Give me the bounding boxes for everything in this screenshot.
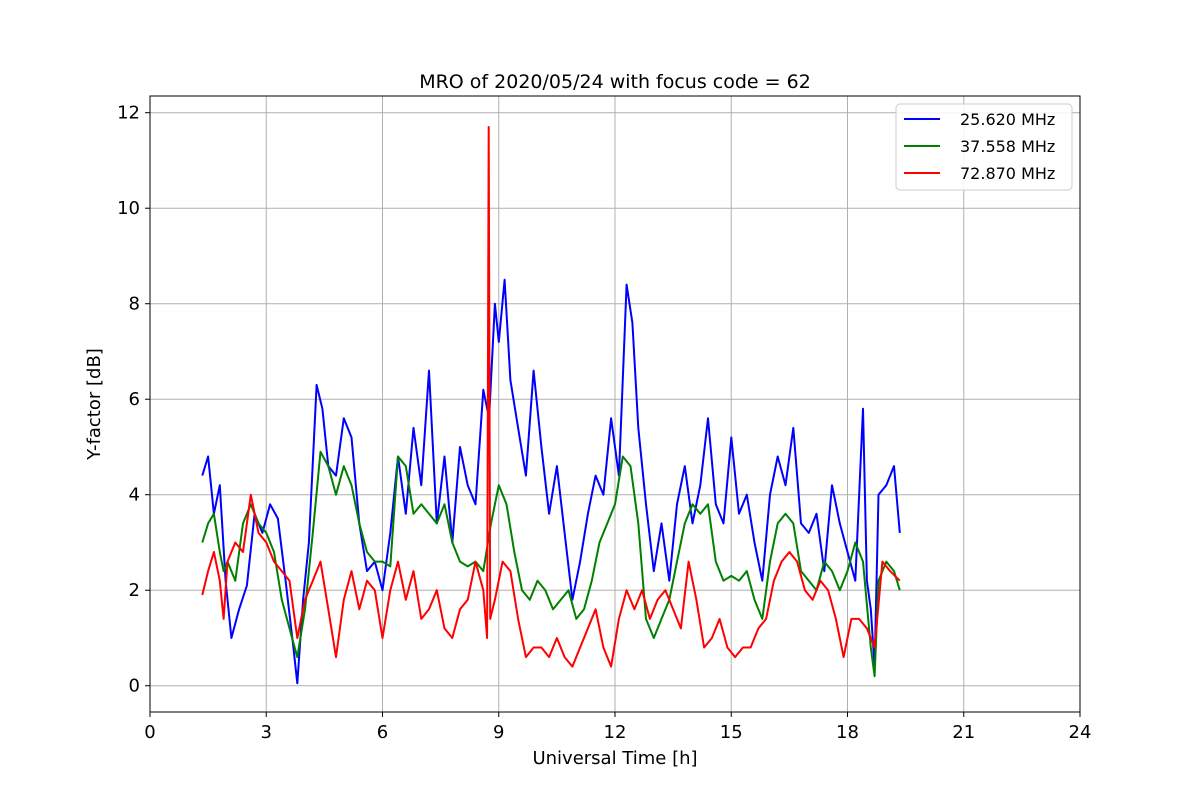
x-axis-label: Universal Time [h] <box>532 748 697 769</box>
x-tick-label: 18 <box>836 722 859 743</box>
y-tick-label: 12 <box>117 103 140 124</box>
x-tick-label: 15 <box>720 722 743 743</box>
legend: 25.620 MHz 37.558 MHz 72.870 MHz <box>895 103 1073 191</box>
x-tick-label: 21 <box>952 722 975 743</box>
x-tick-label: 12 <box>604 722 627 743</box>
legend-label-25620: 25.620 MHz <box>960 110 1055 129</box>
series-line-37558 <box>201 450 901 678</box>
y-tick-label: 8 <box>129 294 140 315</box>
legend-label-72870: 72.870 MHz <box>960 164 1055 183</box>
y-tick-label: 6 <box>129 389 140 410</box>
chart-title: MRO of 2020/05/24 with focus code = 62 <box>419 71 811 93</box>
series-line-72870 <box>201 126 901 668</box>
y-tick-label: 0 <box>129 676 140 697</box>
legend-label-37558: 37.558 MHz <box>960 137 1055 156</box>
x-tick-label: 3 <box>261 722 272 743</box>
x-tick-label: 9 <box>493 722 504 743</box>
y-tick-label: 10 <box>117 198 140 219</box>
y-tick-label: 4 <box>129 485 140 506</box>
legend-box <box>895 103 1073 191</box>
series-line-25620 <box>201 278 901 685</box>
y-axis-ticks: 0 2 4 6 8 10 12 <box>117 103 150 697</box>
x-tick-label: 0 <box>144 722 155 743</box>
series-layer <box>201 126 901 685</box>
x-axis-ticks: 0 3 6 9 12 15 18 21 24 <box>144 712 1091 743</box>
x-tick-label: 24 <box>1069 722 1092 743</box>
x-tick-label: 6 <box>377 722 388 743</box>
y-tick-label: 2 <box>129 580 140 601</box>
y-axis-label: Y-factor [dB] <box>84 348 105 461</box>
